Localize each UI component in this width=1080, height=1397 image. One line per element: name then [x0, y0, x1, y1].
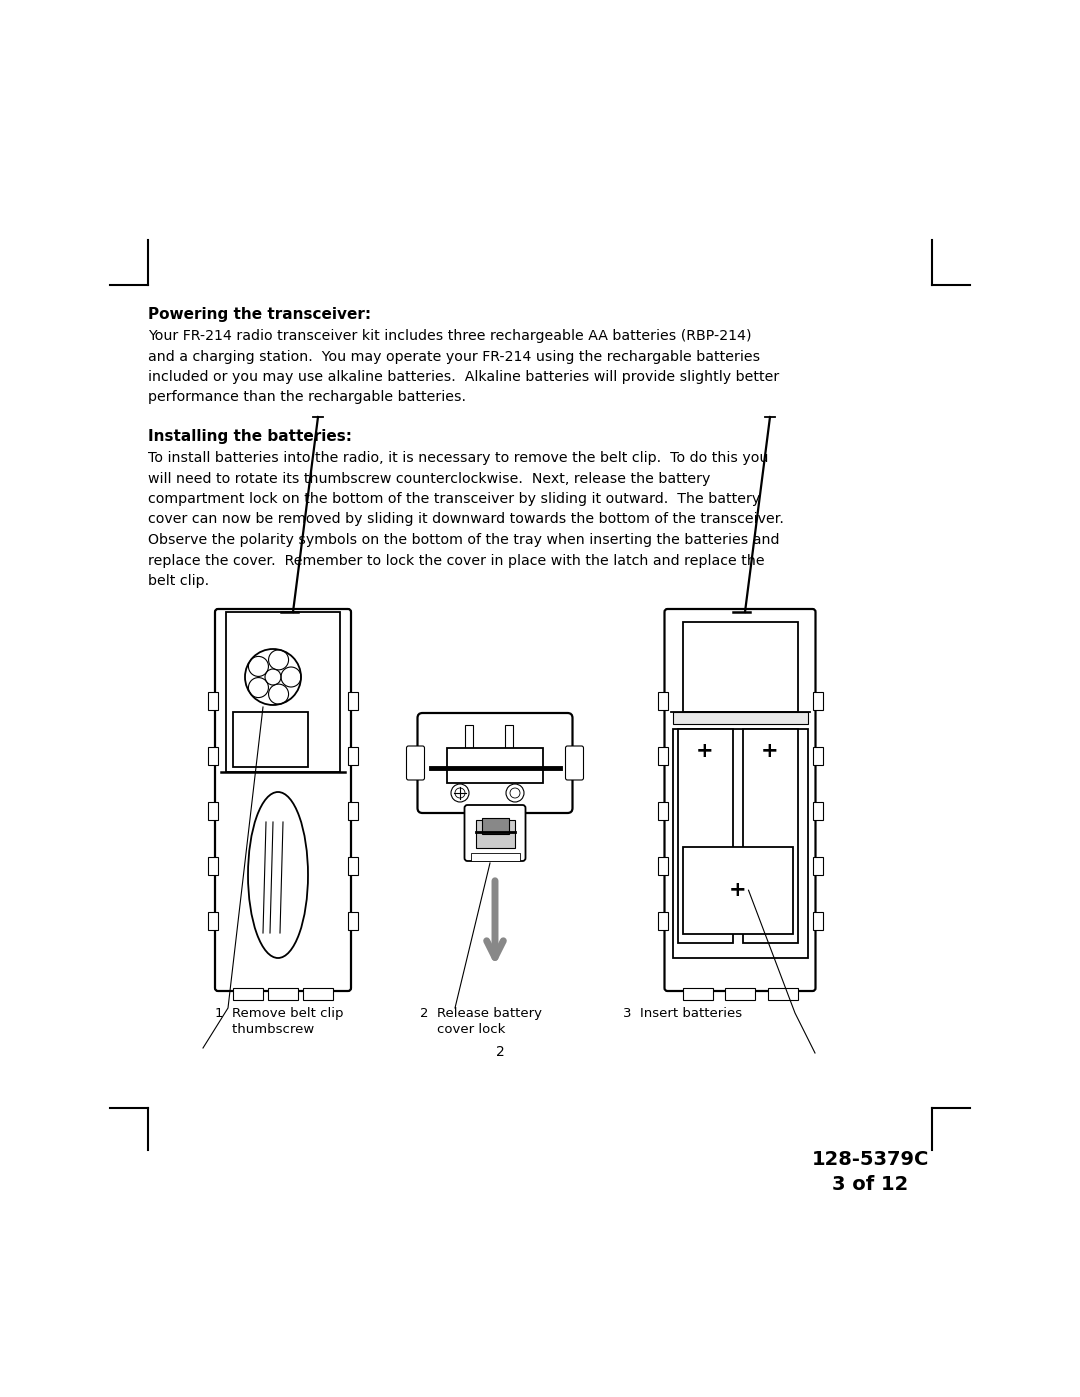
Bar: [658, 747, 667, 766]
Bar: [812, 747, 823, 766]
Bar: [343, 615, 351, 627]
Bar: [743, 729, 797, 943]
FancyBboxPatch shape: [664, 609, 815, 990]
Text: +: +: [761, 740, 779, 761]
Bar: [348, 802, 357, 820]
Bar: [658, 912, 667, 930]
Text: belt clip.: belt clip.: [148, 574, 210, 588]
Bar: [812, 802, 823, 820]
Text: replace the cover.  Remember to lock the cover in place with the latch and repla: replace the cover. Remember to lock the …: [148, 553, 765, 567]
Bar: [268, 988, 298, 1000]
Bar: [725, 988, 755, 1000]
Bar: [348, 912, 357, 930]
FancyBboxPatch shape: [418, 712, 572, 813]
Text: performance than the rechargable batteries.: performance than the rechargable batteri…: [148, 391, 465, 405]
Text: included or you may use alkaline batteries.  Alkaline batteries will provide sli: included or you may use alkaline batteri…: [148, 370, 780, 384]
Bar: [812, 912, 823, 930]
Bar: [208, 856, 218, 875]
FancyBboxPatch shape: [464, 805, 526, 861]
FancyBboxPatch shape: [215, 609, 351, 990]
Bar: [233, 988, 264, 1000]
Bar: [673, 729, 808, 958]
Text: 2  Release battery: 2 Release battery: [420, 1007, 542, 1020]
Text: 2: 2: [496, 1045, 504, 1059]
Text: will need to rotate its thumbscrew counterclockwise.  Next, release the battery: will need to rotate its thumbscrew count…: [148, 472, 711, 486]
Bar: [233, 712, 308, 767]
Bar: [208, 912, 218, 930]
Bar: [658, 856, 667, 875]
Bar: [471, 854, 519, 861]
Bar: [482, 819, 509, 834]
Bar: [673, 712, 808, 724]
Text: 3 of 12: 3 of 12: [832, 1175, 908, 1194]
Text: 3  Insert batteries: 3 Insert batteries: [623, 1007, 742, 1020]
Bar: [475, 820, 514, 848]
Text: thumbscrew: thumbscrew: [215, 1023, 314, 1037]
Bar: [658, 692, 667, 710]
Bar: [348, 856, 357, 875]
Bar: [768, 988, 797, 1000]
Bar: [303, 988, 333, 1000]
Text: Installing the batteries:: Installing the batteries:: [148, 429, 352, 444]
Text: 1  Remove belt clip: 1 Remove belt clip: [215, 1007, 343, 1020]
Text: 128-5379C: 128-5379C: [811, 1150, 929, 1169]
Bar: [505, 725, 513, 753]
Text: compartment lock on the bottom of the transceiver by sliding it outward.  The ba: compartment lock on the bottom of the tr…: [148, 492, 760, 506]
Text: and a charging station.  You may operate your FR-214 using the rechargable batte: and a charging station. You may operate …: [148, 349, 760, 363]
Bar: [812, 856, 823, 875]
Bar: [348, 747, 357, 766]
Bar: [208, 802, 218, 820]
Bar: [658, 802, 667, 820]
Text: +: +: [729, 880, 746, 900]
FancyBboxPatch shape: [406, 746, 424, 780]
Text: cover can now be removed by sliding it downward towards the bottom of the transc: cover can now be removed by sliding it d…: [148, 513, 784, 527]
Bar: [215, 615, 222, 627]
Bar: [683, 847, 793, 933]
Bar: [208, 692, 218, 710]
Bar: [677, 729, 732, 943]
Text: cover lock: cover lock: [420, 1023, 505, 1037]
Ellipse shape: [248, 792, 308, 958]
Bar: [447, 747, 543, 782]
Bar: [812, 692, 823, 710]
Bar: [348, 692, 357, 710]
Text: Your FR-214 radio transceiver kit includes three rechargeable AA batteries (RBP-: Your FR-214 radio transceiver kit includ…: [148, 330, 752, 344]
FancyBboxPatch shape: [566, 746, 583, 780]
Bar: [683, 988, 713, 1000]
Text: To install batteries into the radio, it is necessary to remove the belt clip.  T: To install batteries into the radio, it …: [148, 451, 768, 465]
Bar: [683, 622, 797, 712]
Text: Powering the transceiver:: Powering the transceiver:: [148, 307, 372, 321]
Text: +: +: [697, 740, 714, 761]
Bar: [465, 725, 473, 753]
Bar: [208, 747, 218, 766]
Text: Observe the polarity symbols on the bottom of the tray when inserting the batter: Observe the polarity symbols on the bott…: [148, 534, 780, 548]
Bar: [226, 612, 340, 773]
